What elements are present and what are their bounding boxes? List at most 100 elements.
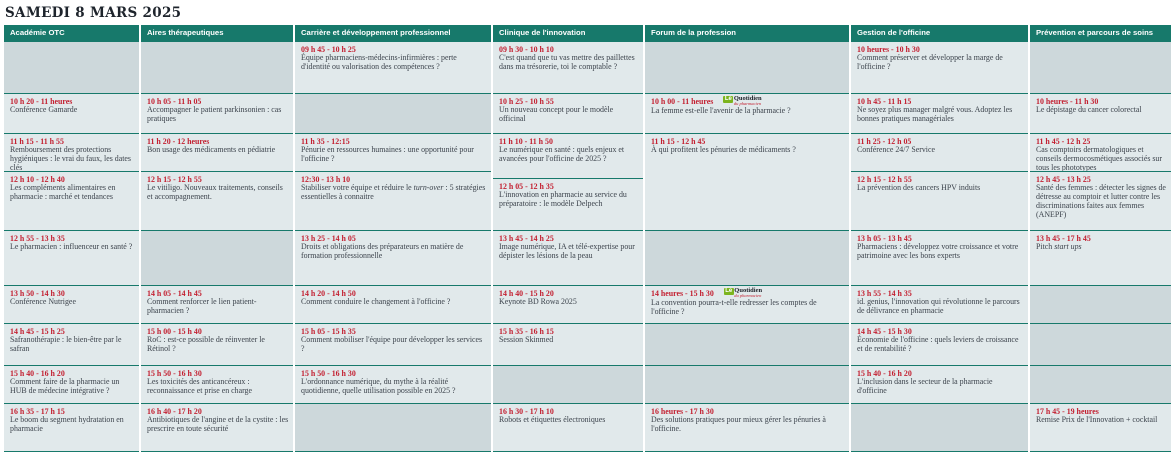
session-cell: 12 h 10 - 12 h 40 Les compléments aliment… xyxy=(4,171,139,230)
session-cell: 14 h 05 - 14 h 45 Comment renforcer le li… xyxy=(141,285,293,323)
session-time: 12:30 - 13 h 10 xyxy=(301,174,351,184)
session-time-row: 13 h 50 - 14 h 30 xyxy=(10,289,135,298)
session-cell: 14 h 20 - 14 h 50 Comment conduire le cha… xyxy=(295,285,491,323)
session-time-row: 12 h 05 - 12 h 35 xyxy=(499,182,639,191)
session-time-row: 12 h 10 - 12 h 40 xyxy=(10,175,135,184)
session-time: 09 h 30 - 10 h 10 xyxy=(499,44,554,54)
session-time-row: 12 h 55 - 13 h 35 xyxy=(10,234,135,243)
session-cell: 15 h 00 - 15 h 40 RoC : est-ce possible d… xyxy=(141,323,293,365)
session-time-row: 11 h 25 - 12 h 05 xyxy=(857,137,1024,146)
session-cell: 13 h 50 - 14 h 30 Conférence Nutrigee xyxy=(4,285,139,323)
session-time-row: 09 h 45 - 10 h 25 xyxy=(301,45,487,54)
quotidien-pharmacien-logo: Le Quotidien du pharmacien xyxy=(723,94,762,107)
session-title: Le dépistage du cancer colorectal xyxy=(1036,105,1142,115)
session-title: Remise Prix de l'Innovation + cocktail xyxy=(1036,415,1158,425)
session-title: La prévention des cancers HPV induits xyxy=(857,183,981,193)
session-title: Le vitiligo. Nouveaux traitements, conse… xyxy=(147,183,283,201)
session-time: 12 h 15 - 12 h 55 xyxy=(147,174,202,184)
session-cell: 10 heures - 10 h 30 Comment préserver et … xyxy=(851,41,1028,93)
session-time-row: 09 h 30 - 10 h 10 xyxy=(499,45,639,54)
session-time: 16 heures - 17 h 30 xyxy=(651,406,714,416)
session-cell: 13 h 45 - 17 h 45 Pitch start ups xyxy=(1030,230,1171,285)
session-title: Remboursement des protections hygiénique… xyxy=(10,145,131,171)
session-cell: 16 heures - 17 h 30 Des solutions pratiqu… xyxy=(645,403,849,452)
session-title: Conférence Gamarde xyxy=(10,105,78,115)
schedule-column: Carrière et développement professionnel 0… xyxy=(295,25,491,452)
logo-name: Quotidien xyxy=(734,286,763,294)
empty-slot xyxy=(4,41,139,93)
session-cell: 15 h 40 - 16 h 20 Comment faire de la pha… xyxy=(4,365,139,403)
session-time-row: 11 h 35 - 12:15 xyxy=(301,137,487,146)
session-time-row: 12 h 45 - 13 h 25 xyxy=(1036,175,1167,184)
session-cell: 10 h 20 - 11 heures Conférence Gamarde xyxy=(4,93,139,133)
session-title: Le boom du segment hydratation en pharma… xyxy=(10,415,124,433)
session-title: C'est quand que tu vas mettre des paille… xyxy=(499,53,635,71)
session-cell: 10 h 00 - 11 heures Le Quotidien du pharmac… xyxy=(645,93,849,133)
session-time-row: 14 h 40 - 15 h 20 xyxy=(499,289,639,298)
session-time: 11 h 35 - 12:15 xyxy=(301,136,350,146)
session-title: Accompagner le patient parkinsonien : ca… xyxy=(147,105,282,123)
session-time: 13 h 45 - 17 h 45 xyxy=(1036,233,1091,243)
column-header: Clinique de l'innovation xyxy=(493,25,643,41)
session-time: 13 h 55 - 14 h 35 xyxy=(857,288,912,298)
session-title: Santé des femmes : détecter les signes d… xyxy=(1036,183,1166,219)
session-title: Comment mobiliser l'équipe pour développ… xyxy=(301,335,483,353)
session-time: 14 h 45 - 15 h 30 xyxy=(857,326,912,336)
session-cell: 09 h 30 - 10 h 10 C'est quand que tu vas … xyxy=(493,41,643,93)
session-cell: 15 h 50 - 16 h 30 L'ordonnance numérique,… xyxy=(295,365,491,403)
column-header: Forum de la profession xyxy=(645,25,849,41)
session-time-row: 14 h 45 - 15 h 25 xyxy=(10,327,135,336)
schedule-column: Clinique de l'innovation 09 h 30 - 10 h 1… xyxy=(493,25,643,452)
session-time: 15 h 40 - 16 h 20 xyxy=(10,368,65,378)
session-title: Safranothérapie : le bien-être par le sa… xyxy=(10,335,122,353)
session-time: 15 h 35 - 16 h 15 xyxy=(499,326,554,336)
session-time: 11 h 25 - 12 h 05 xyxy=(857,136,912,146)
session-cell: 16 h 40 - 17 h 20 Antibiotiques de l'angi… xyxy=(141,403,293,452)
empty-slot xyxy=(1030,323,1171,365)
session-cell: 15 h 35 - 16 h 15 Session Skinmed xyxy=(493,323,643,365)
empty-slot xyxy=(851,403,1028,452)
session-time: 10 h 45 - 11 h 15 xyxy=(857,96,912,106)
session-time: 15 h 05 - 15 h 35 xyxy=(301,326,356,336)
session-time-row: 16 h 40 - 17 h 20 xyxy=(147,407,289,416)
session-time: 13 h 25 - 14 h 05 xyxy=(301,233,356,243)
session-title: Session Skinmed xyxy=(499,335,554,345)
session-time: 10 heures - 10 h 30 xyxy=(857,44,920,54)
session-cell: 09 h 45 - 10 h 25 Équipe pharmaciens-méde… xyxy=(295,41,491,93)
session-cell: 12 h 55 - 13 h 35 Le pharmacien : influen… xyxy=(4,230,139,285)
empty-slot xyxy=(493,365,643,403)
logo-subtitle: du pharmacien xyxy=(733,101,761,106)
session-cell: 14 heures - 15 h 30 Le Quotidien du pharmac… xyxy=(645,285,849,323)
session-cell: 16 h 30 - 17 h 10 Robots et étiquettes él… xyxy=(493,403,643,452)
session-time: 17 h 45 - 19 heures xyxy=(1036,406,1099,416)
session-cell: 12 h 45 - 13 h 25 Santé des femmes : déte… xyxy=(1030,171,1171,230)
empty-slot xyxy=(141,230,293,285)
quotidien-pharmacien-logo: Le Quotidien du pharmacien xyxy=(723,286,763,299)
logo-name: Quotidien xyxy=(733,94,762,102)
session-time-row: 15 h 00 - 15 h 40 xyxy=(147,327,289,336)
session-time: 12 h 05 - 12 h 35 xyxy=(499,181,554,191)
session-time: 10 h 20 - 11 heures xyxy=(10,96,73,106)
session-time: 12 h 55 - 13 h 35 xyxy=(10,233,65,243)
empty-slot xyxy=(645,230,849,285)
session-time-row: 10 h 05 - 11 h 05 xyxy=(147,97,289,106)
session-time-row: 11 h 45 - 12 h 25 xyxy=(1036,137,1167,146)
session-title: RoC : est-ce possible de réinventer le R… xyxy=(147,335,265,353)
session-cell: 11 h 25 - 12 h 05 Conférence 24/7 Service xyxy=(851,133,1028,171)
session-time-row: 12 h 15 - 12 h 55 xyxy=(147,175,289,184)
session-time-row: 15 h 40 - 16 h 20 xyxy=(10,369,135,378)
session-time: 13 h 50 - 14 h 30 xyxy=(10,288,65,298)
session-time-row: 13 h 25 - 14 h 05 xyxy=(301,234,487,243)
empty-slot xyxy=(1030,41,1171,93)
session-cell: 11 h 35 - 12:15 Pénurie en ressources hum… xyxy=(295,133,491,171)
session-time-row: 10 h 00 - 11 heures Le Quotidien du pharmac… xyxy=(651,94,845,107)
session-time: 15 h 50 - 16 h 30 xyxy=(301,368,356,378)
session-time-row: 12 h 15 - 12 h 55 xyxy=(857,175,1024,184)
session-time: 16 h 30 - 17 h 10 xyxy=(499,406,554,416)
session-cell: 17 h 45 - 19 heures Remise Prix de l'Inno… xyxy=(1030,403,1171,452)
session-time: 14 h 05 - 14 h 45 xyxy=(147,288,202,298)
session-time: 10 h 05 - 11 h 05 xyxy=(147,96,202,106)
session-time: 12 h 15 - 12 h 55 xyxy=(857,174,912,184)
session-time-row: 14 h 05 - 14 h 45 xyxy=(147,289,289,298)
session-time-row: 15 h 05 - 15 h 35 xyxy=(301,327,487,336)
